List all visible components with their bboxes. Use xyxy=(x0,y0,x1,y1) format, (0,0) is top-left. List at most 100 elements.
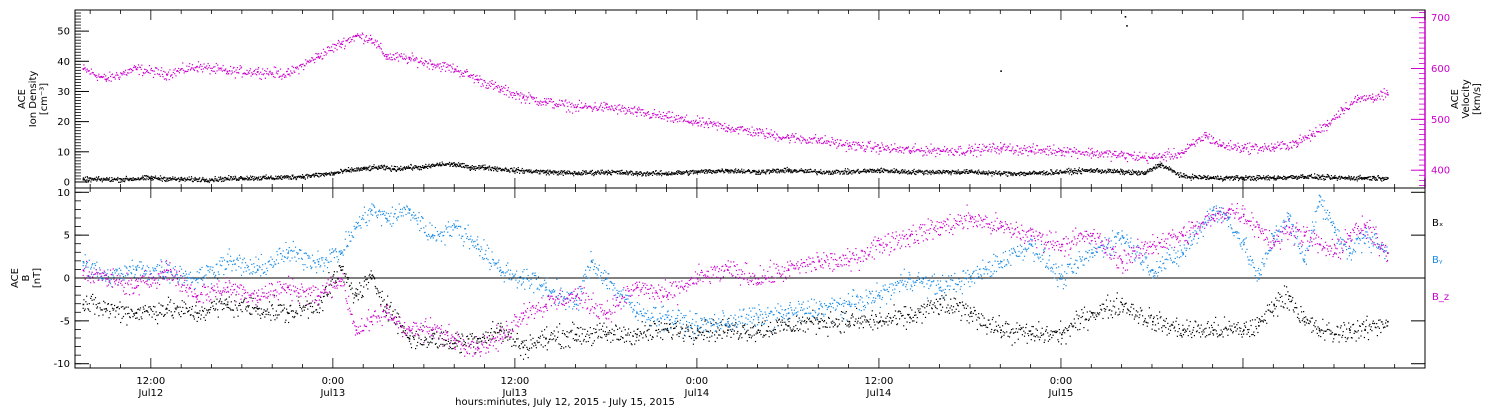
data-point xyxy=(151,179,153,181)
data-point xyxy=(1140,172,1142,174)
data-point xyxy=(139,179,141,181)
data-point xyxy=(1101,169,1103,171)
data-point xyxy=(322,174,325,176)
data-point xyxy=(464,71,466,73)
data-point xyxy=(742,130,744,132)
data-point xyxy=(359,36,361,39)
data-point xyxy=(914,143,916,145)
data-point xyxy=(268,178,270,180)
data-point xyxy=(933,173,935,175)
data-point xyxy=(639,171,641,173)
data-point xyxy=(707,124,709,126)
data-point xyxy=(146,310,148,312)
data-point xyxy=(807,169,809,171)
data-point xyxy=(345,40,347,42)
data-point xyxy=(1025,149,1028,152)
data-point xyxy=(1283,176,1285,178)
data-point xyxy=(661,172,664,175)
data-point xyxy=(692,124,694,126)
data-point xyxy=(144,68,146,70)
data-point xyxy=(371,166,373,168)
data-point xyxy=(420,166,422,168)
data-point xyxy=(229,70,231,72)
data-point xyxy=(804,139,806,141)
data-point xyxy=(325,173,327,175)
data-point xyxy=(1339,175,1341,177)
data-point xyxy=(1178,153,1180,155)
data-point xyxy=(1318,174,1320,176)
data-point xyxy=(990,172,992,174)
data-point xyxy=(277,73,279,75)
data-point xyxy=(1125,172,1127,175)
data-point xyxy=(987,173,989,175)
data-point xyxy=(1085,170,1087,172)
data-point xyxy=(362,33,364,36)
data-point xyxy=(1146,170,1148,172)
data-point xyxy=(475,165,477,168)
data-point xyxy=(1042,172,1044,174)
data-point xyxy=(781,171,783,173)
data-point xyxy=(349,36,351,39)
data-point xyxy=(1269,176,1271,178)
data-point xyxy=(296,178,298,180)
data-point xyxy=(363,167,365,169)
data-point xyxy=(693,122,695,124)
data-point xyxy=(1255,180,1257,182)
data-point xyxy=(1120,169,1122,172)
data-point xyxy=(287,73,289,76)
data-point xyxy=(979,151,981,153)
data-point xyxy=(1288,176,1290,178)
data-point xyxy=(205,178,208,180)
data-point xyxy=(809,171,811,173)
data-point xyxy=(640,171,642,173)
data-point xyxy=(678,170,680,172)
data-point xyxy=(410,60,412,62)
data-point xyxy=(256,179,259,181)
data-point xyxy=(432,66,434,68)
data-point xyxy=(653,109,656,111)
data-point xyxy=(1283,143,1286,145)
data-point xyxy=(834,171,836,173)
data-point xyxy=(658,111,660,113)
data-point xyxy=(189,63,191,65)
data-point xyxy=(210,69,213,72)
data-point xyxy=(364,40,366,43)
data-point xyxy=(288,68,290,70)
data-point xyxy=(579,172,581,174)
data-point xyxy=(676,173,679,175)
data-point xyxy=(306,61,308,63)
data-point xyxy=(1296,146,1298,148)
data-point xyxy=(243,177,245,179)
data-point xyxy=(1335,113,1337,115)
data-point xyxy=(300,175,302,177)
data-point xyxy=(1275,147,1277,150)
data-point xyxy=(703,126,705,128)
data-point xyxy=(1268,145,1270,147)
data-point xyxy=(764,137,766,140)
data-point xyxy=(995,152,998,154)
data-point xyxy=(484,164,486,166)
data-point xyxy=(1249,175,1251,178)
data-point xyxy=(974,143,976,145)
data-point xyxy=(802,137,804,139)
data-point xyxy=(214,66,216,68)
data-point xyxy=(105,78,107,81)
data-point xyxy=(409,167,411,169)
data-point xyxy=(1386,89,1388,92)
data-point xyxy=(92,72,94,74)
data-point xyxy=(280,175,282,177)
data-point xyxy=(145,179,147,181)
data-point xyxy=(800,135,802,137)
data-point xyxy=(1026,173,1028,175)
data-point xyxy=(505,84,507,86)
data-point xyxy=(712,123,714,125)
data-point xyxy=(92,293,94,295)
data-point xyxy=(958,146,960,148)
data-point xyxy=(332,43,334,45)
data-point xyxy=(346,169,348,171)
data-point xyxy=(711,172,713,174)
data-point xyxy=(1157,157,1159,159)
data-point xyxy=(828,141,830,143)
data-point xyxy=(270,175,272,177)
data-point xyxy=(867,141,869,143)
